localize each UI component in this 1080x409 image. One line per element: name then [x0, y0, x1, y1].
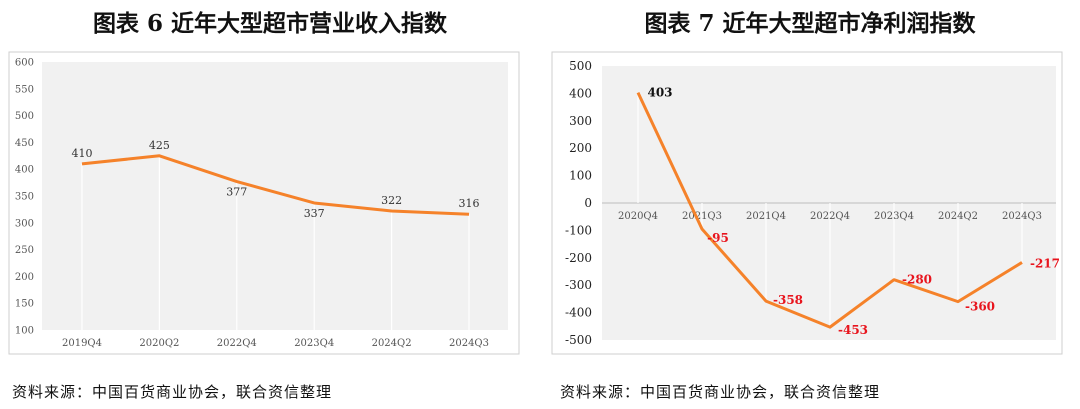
y-tick-label: 0 [584, 196, 592, 210]
data-label: -217 [1030, 256, 1060, 270]
x-tick-label: 2020Q2 [139, 338, 179, 349]
y-tick-label: 200 [15, 272, 34, 283]
y-tick-label: 500 [15, 111, 34, 122]
y-tick-label: 250 [15, 245, 34, 256]
y-tick-label: 550 [15, 84, 34, 95]
x-tick-label: 2024Q3 [449, 338, 489, 349]
chart-title: 图表 7 近年大型超市净利润指数 [644, 10, 976, 37]
y-tick-label: -100 [565, 223, 592, 237]
y-tick-label: -300 [565, 278, 592, 292]
data-label: 410 [72, 147, 93, 160]
y-tick-label: 450 [15, 138, 34, 149]
y-tick-label: -200 [565, 251, 592, 265]
x-tick-label: 2024Q2 [938, 211, 978, 222]
y-tick-label: 400 [569, 86, 592, 100]
y-tick-label: 600 [15, 58, 34, 69]
x-tick-label: 2021Q4 [746, 211, 786, 222]
x-tick-label: 2024Q2 [372, 338, 412, 349]
data-label: -358 [773, 293, 803, 307]
x-tick-label: 2023Q4 [874, 211, 914, 222]
chart-panel-profit: 图表 7 近年大型超市净利润指数 -500 -400 -300 -200 -100 0 10… [540, 0, 1080, 409]
x-tick-label: 2022Q4 [217, 338, 257, 349]
data-label: 337 [304, 207, 325, 220]
plot-area [42, 62, 508, 330]
y-tick-label: 100 [569, 169, 592, 183]
y-tick-label: 300 [15, 218, 34, 229]
y-tick-label: 300 [569, 114, 592, 128]
x-tick-label: 2024Q3 [1002, 211, 1042, 222]
data-label: -95 [707, 231, 729, 245]
data-label: 403 [647, 86, 672, 100]
source-note: 资料来源：中国百货商业协会，联合资信整理 [560, 383, 881, 401]
data-label: 425 [149, 139, 170, 152]
y-tick-label: 100 [15, 326, 34, 337]
y-tick-label: 350 [15, 192, 34, 203]
data-label: 316 [459, 197, 480, 210]
profit-index-chart: -500 -400 -300 -200 -100 0 100 200 300 400 500 2020… [551, 51, 1063, 355]
data-label: 322 [381, 194, 402, 207]
chart-title: 图表 6 近年大型超市营业收入指数 [92, 10, 448, 37]
x-tick-label: 2023Q4 [294, 338, 334, 349]
series-line [636, 91, 1023, 329]
data-label: -453 [838, 323, 868, 337]
x-tick-label: 2022Q4 [810, 211, 850, 222]
x-tick-label: 2019Q4 [62, 338, 102, 349]
data-label: -360 [965, 300, 995, 314]
x-tick-label: 2021Q3 [682, 211, 722, 222]
series-line [81, 154, 470, 216]
chart-panel-revenue: 图表 6 近年大型超市营业收入指数 100 150 200 250 300 350 400 4… [8, 10, 520, 401]
revenue-index-chart: 100 150 200 250 300 350 400 450 500 550 600 2019Q4 2… [8, 51, 520, 355]
y-tick-label: -500 [565, 333, 592, 347]
y-tick-label: -400 [565, 306, 592, 320]
y-tick-label: 400 [15, 165, 34, 176]
y-tick-label: 500 [569, 59, 592, 73]
y-tick-label: 200 [569, 141, 592, 155]
x-tick-label: 2020Q4 [618, 211, 658, 222]
y-tick-label: 150 [15, 299, 34, 310]
source-note: 资料来源：中国百货商业协会，联合资信整理 [12, 383, 333, 401]
data-label: -280 [902, 273, 932, 287]
data-label: 377 [226, 186, 247, 199]
